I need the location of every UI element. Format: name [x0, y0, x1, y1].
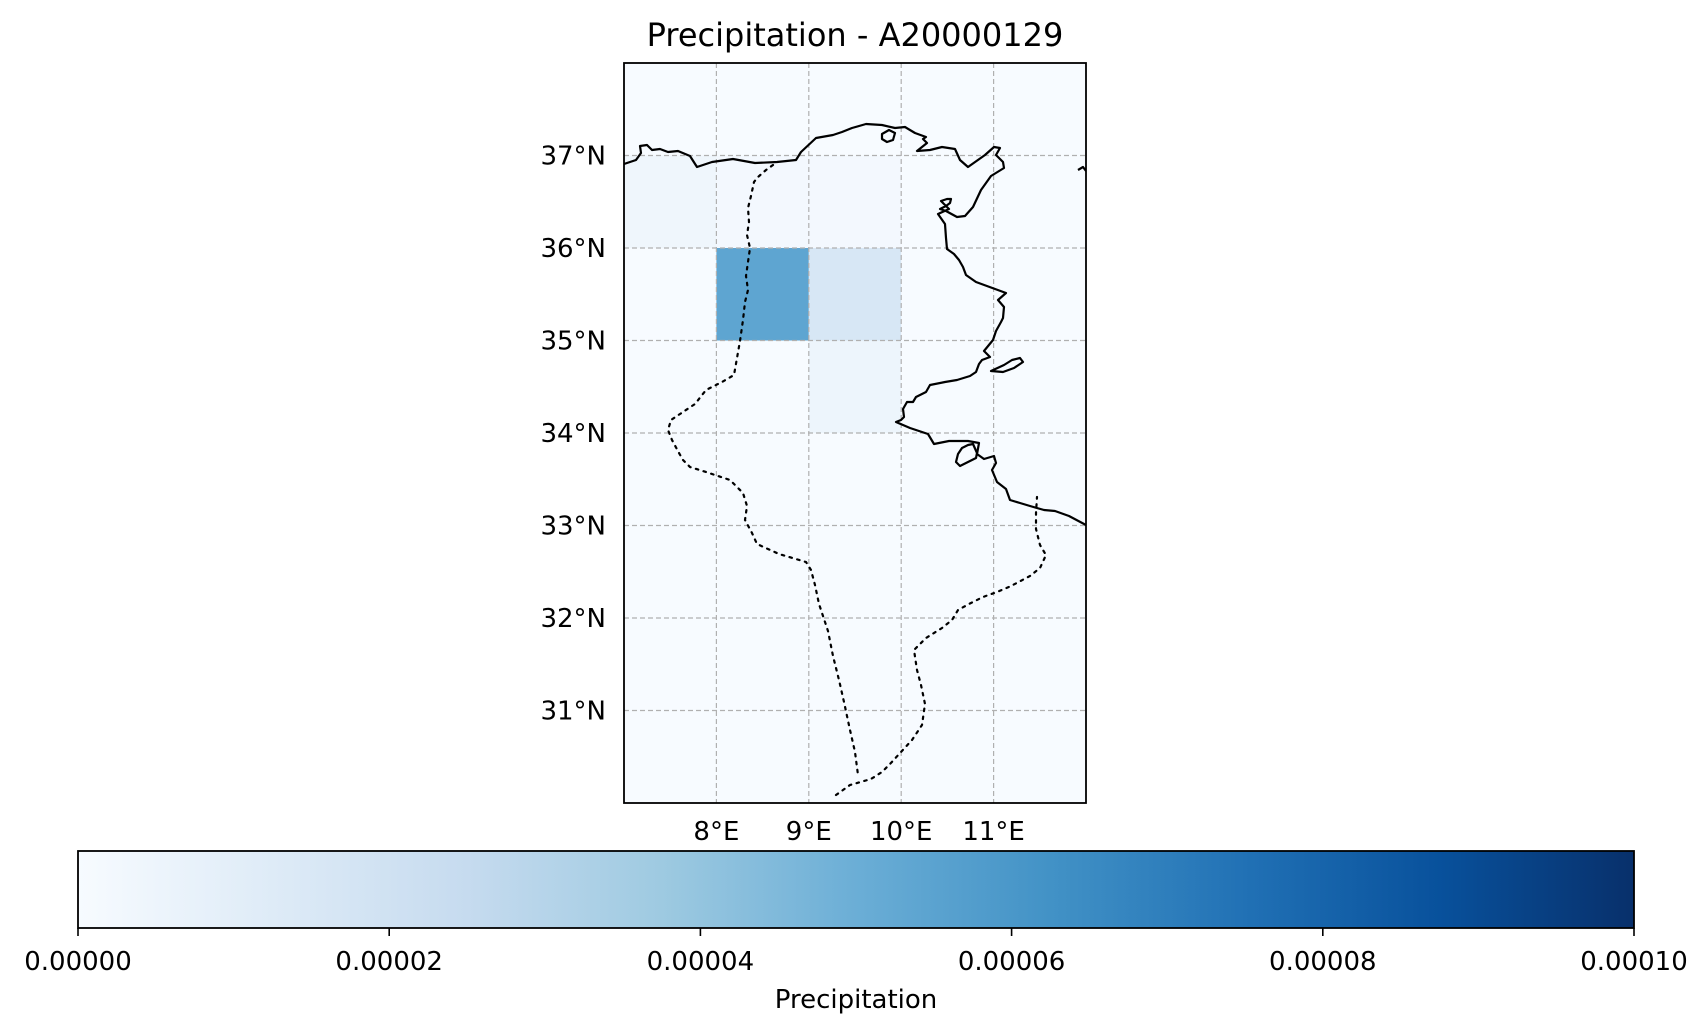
colorbar-tick-label: 0.00004: [647, 947, 755, 977]
colorbar-tick-label: 0.00008: [1269, 947, 1377, 977]
precip-cell-4: [808, 248, 902, 341]
lon-tick-label: 10°E: [870, 817, 933, 847]
latitude-axis-labels: 37°N 36°N 35°N 34°N 33°N 32°N 31°N: [540, 142, 606, 727]
lon-tick-label: 11°E: [962, 817, 1025, 847]
kerkennah-island: [989, 356, 1025, 374]
precip-cell-0: [624, 155, 717, 248]
djerba-island: [954, 442, 979, 468]
lat-tick-label: 31°N: [540, 697, 606, 727]
precip-cell-1: [716, 155, 809, 248]
colorbar-gradient: [77, 850, 1635, 929]
colorbar-tick-label: 0.00002: [335, 947, 443, 977]
algeria-tunisia-border: [666, 163, 860, 777]
colorbar-tick-label: 0.00006: [958, 947, 1066, 977]
libya-coast-edge: [1077, 165, 1086, 172]
lat-tick-label: 34°N: [540, 419, 606, 449]
map-area: [623, 62, 1087, 804]
lon-tick-label: 9°E: [786, 817, 832, 847]
colorbar-label: Precipitation: [775, 985, 938, 1015]
colorbar-ticks: 0.00000 0.00002 0.00004 0.00006 0.00008 0.000…: [24, 928, 1688, 977]
map-frame: [623, 62, 1087, 804]
colorbar-tick-label: 0.00010: [1580, 947, 1688, 977]
lat-tick-label: 32°N: [540, 604, 606, 634]
precip-cell-5: [808, 340, 902, 433]
lat-tick-label: 37°N: [540, 142, 606, 172]
lat-tick-label: 36°N: [540, 234, 606, 264]
lon-tick-label: 8°E: [693, 817, 739, 847]
lat-tick-label: 33°N: [540, 512, 606, 542]
precip-cell-3: [716, 248, 809, 341]
tunisia-libya-border: [834, 495, 1048, 797]
colorbar: 0.00000 0.00002 0.00004 0.00006 0.00008 0.000…: [24, 850, 1688, 1015]
map-title: Precipitation - A20000129: [647, 16, 1064, 54]
precip-cell-2: [808, 155, 902, 248]
tunisia-coastline: [624, 122, 1086, 526]
coastline: [624, 122, 1086, 526]
colorbar-tick-label: 0.00000: [24, 947, 132, 977]
lat-tick-label: 35°N: [540, 327, 606, 357]
zembra-island: [880, 128, 897, 144]
country-borders: [666, 163, 1048, 797]
longitude-axis-labels: 8°E 9°E 10°E 11°E: [693, 817, 1024, 847]
